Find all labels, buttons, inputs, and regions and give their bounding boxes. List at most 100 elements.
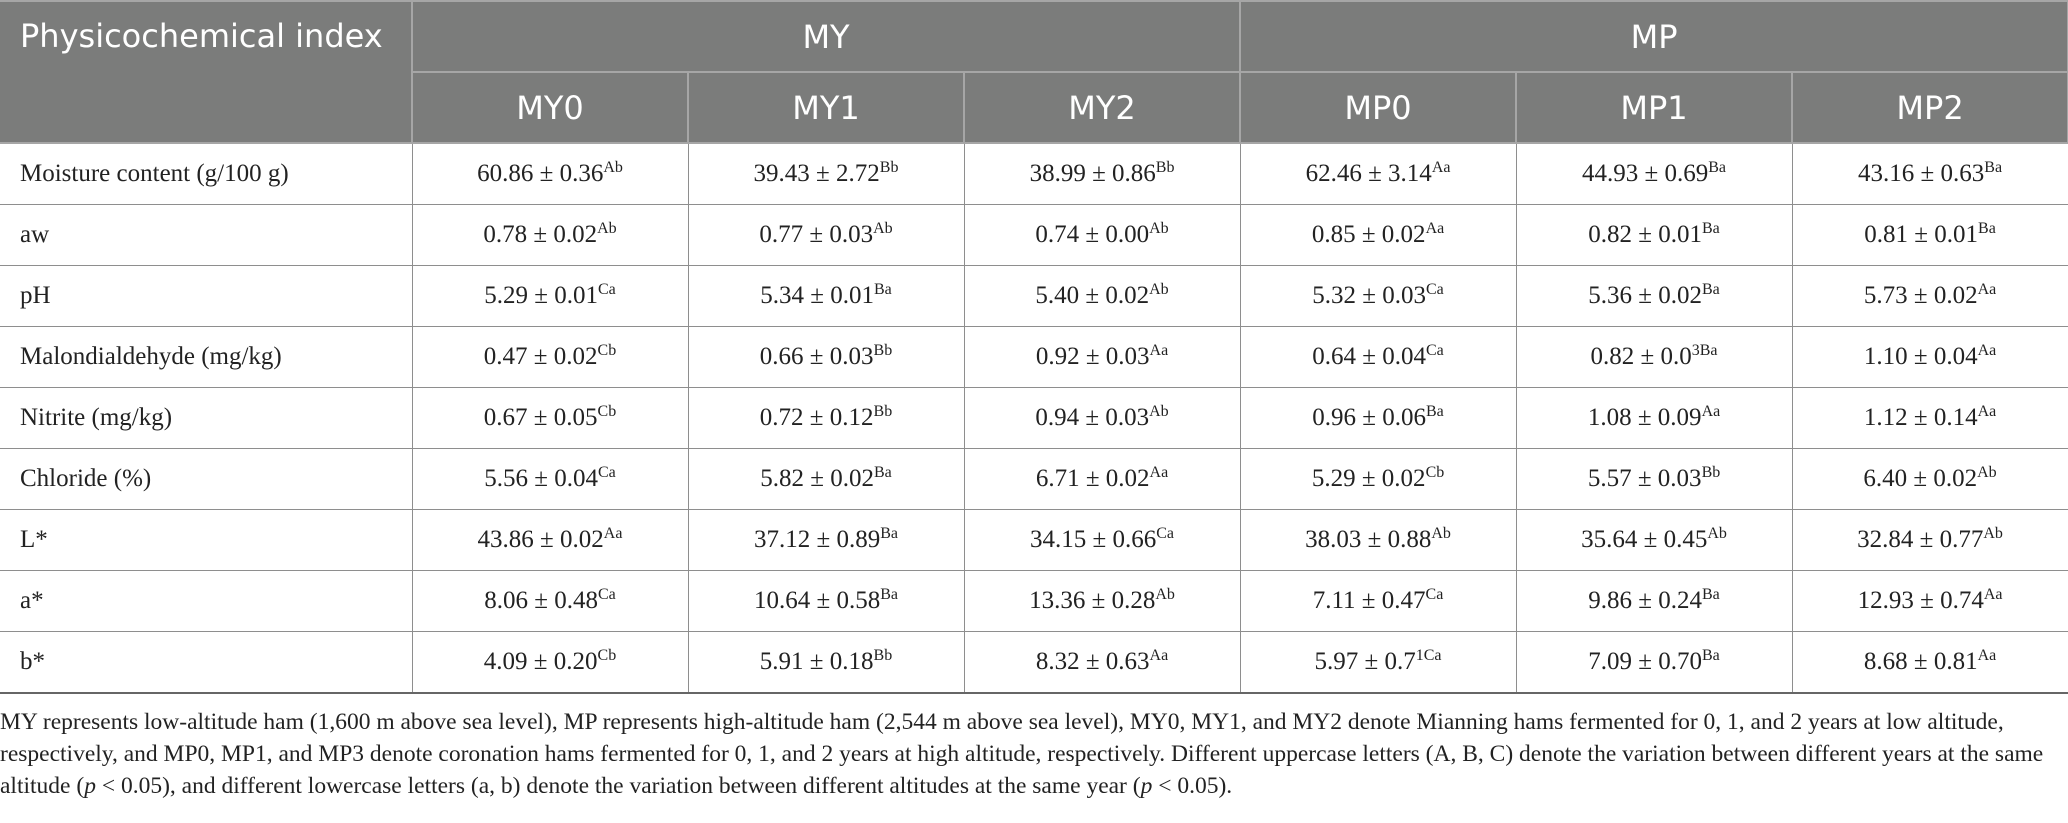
group-header-my: MY	[410, 0, 1242, 73]
cell-value: 12.93 ± 0.74	[1857, 587, 1984, 614]
table-row: a* 8.06 ± 0.48Ca 10.64 ± 0.58Ba 13.36 ± 0.2…	[0, 570, 2068, 632]
table-cell: 32.84 ± 0.77Ab	[1791, 509, 2068, 571]
table-cell: 38.99 ± 0.86Bb	[963, 142, 1241, 205]
cell-value: 0.64 ± 0.04	[1312, 343, 1426, 370]
cell-value: 32.84 ± 0.77	[1857, 526, 1984, 553]
table-cell: 0.77 ± 0.03Ab	[687, 204, 965, 266]
cell-value: 5.73 ± 0.02	[1863, 282, 1978, 309]
significance-letters: Ab	[1977, 464, 1997, 481]
row-label: L*	[0, 509, 413, 571]
table-cell: 1.10 ± 0.04Aa	[1791, 326, 2068, 388]
cell-value: 0.77 ± 0.03	[759, 221, 874, 248]
column-header: MY2	[962, 71, 1242, 144]
cell-value: 62.46 ± 3.14	[1305, 160, 1432, 187]
significance-letters: Aa	[1977, 647, 1997, 664]
cell-value: 0.94 ± 0.03	[1035, 404, 1150, 431]
significance-letters: Ba	[1702, 586, 1720, 603]
table-cell: 0.66 ± 0.03Bb	[687, 326, 965, 388]
cell-value: 0.47 ± 0.02	[483, 343, 598, 370]
cell-value: 5.32 ± 0.03	[1312, 282, 1426, 309]
table-cell: 0.81 ± 0.01Ba	[1791, 204, 2068, 266]
row-label: Nitrite (mg/kg)	[0, 387, 413, 449]
column-header: MP2	[1791, 71, 2068, 144]
cell-value: 5.29 ± 0.01	[484, 282, 598, 309]
significance-letters: Bb	[873, 342, 893, 359]
table-cell: 43.86 ± 0.02Aa	[411, 509, 689, 571]
table-row: Nitrite (mg/kg) 0.67 ± 0.05Cb 0.72 ± 0.12B…	[0, 387, 2068, 449]
significance-letters: Aa	[1149, 464, 1169, 481]
significance-letters: Ca	[597, 586, 616, 603]
table-cell: 0.78 ± 0.02Ab	[411, 204, 689, 266]
table-cell: 37.12 ± 0.89Ba	[687, 509, 965, 571]
significance-letters: Ca	[1425, 586, 1444, 603]
significance-letters: Ba	[873, 464, 892, 481]
significance-letters: Ab	[1707, 525, 1727, 542]
row-label: a*	[0, 570, 413, 632]
significance-letters: Aa	[1977, 281, 1997, 298]
significance-letters: Bb	[879, 159, 899, 176]
cell-value: 0.66 ± 0.03	[759, 343, 874, 370]
cell-value: 7.09 ± 0.70	[1588, 648, 1702, 675]
footnote-text: < 0.05).	[1152, 773, 1233, 799]
table-cell: 6.71 ± 0.02Aa	[963, 448, 1241, 510]
significance-letters: Aa	[1977, 403, 1997, 420]
cell-value: 6.71 ± 0.02	[1035, 465, 1150, 492]
significance-letters: Ab	[1149, 220, 1169, 237]
significance-letters: Ab	[1983, 525, 2003, 542]
cell-value: 43.86 ± 0.02	[477, 526, 604, 553]
cell-value: 13.36 ± 0.28	[1029, 587, 1156, 614]
cell-value: 5.91 ± 0.18	[759, 648, 874, 675]
cell-value: 5.57 ± 0.03	[1587, 465, 1702, 492]
significance-letters: Ab	[1149, 403, 1169, 420]
significance-letters: Ba	[1702, 281, 1720, 298]
cell-value: 0.72 ± 0.12	[759, 404, 874, 431]
table-cell: 0.85 ± 0.02Aa	[1239, 204, 1517, 266]
significance-letters: Aa	[1431, 159, 1451, 176]
table-cell: 5.36 ± 0.02Ba	[1515, 265, 1793, 327]
significance-letters: Ab	[873, 220, 893, 237]
significance-letters: Ab	[597, 220, 617, 237]
significance-letters: Ba	[1702, 220, 1720, 237]
table-cell: 5.32 ± 0.03Ca	[1239, 265, 1517, 327]
table-row: b* 4.09 ± 0.20Cb 5.91 ± 0.18Bb 8.32 ± 0.63A…	[0, 631, 2068, 694]
cell-value: 5.97 ± 0.7	[1314, 648, 1416, 675]
significance-letters: Cb	[597, 342, 617, 359]
table-cell: 62.46 ± 3.14Aa	[1239, 142, 1517, 205]
cell-value: 1.10 ± 0.04	[1863, 343, 1978, 370]
cell-value: 6.40 ± 0.02	[1863, 465, 1978, 492]
significance-letters: Ba	[1702, 647, 1720, 664]
significance-letters: Bb	[1155, 159, 1175, 176]
column-header: MP1	[1515, 71, 1794, 144]
significance-letters: Ca	[1426, 281, 1444, 298]
significance-letters: Aa	[1701, 403, 1721, 420]
significance-letters: Bb	[873, 403, 893, 420]
table-cell: 5.91 ± 0.18Bb	[687, 631, 965, 694]
significance-letters: Ba	[1708, 159, 1727, 176]
table-cell: 13.36 ± 0.28Ab	[963, 570, 1241, 632]
table-row: Malondialdehyde (mg/kg) 0.47 ± 0.02Cb 0.66…	[0, 326, 2068, 388]
cell-value: 0.96 ± 0.06	[1312, 404, 1426, 431]
cell-value: 34.15 ± 0.66	[1030, 526, 1157, 553]
column-header: MP0	[1239, 71, 1518, 144]
table-cell: 5.34 ± 0.01Ba	[687, 265, 965, 327]
cell-value: 7.11 ± 0.47	[1312, 587, 1426, 614]
table-cell: 8.32 ± 0.63Aa	[963, 631, 1241, 694]
cell-value: 8.68 ± 0.81	[1863, 648, 1978, 675]
table-cell: 8.68 ± 0.81Aa	[1791, 631, 2068, 694]
table-row: Chloride (%) 5.56 ± 0.04Ca 5.82 ± 0.02Ba 6.…	[0, 448, 2068, 510]
cell-value: 38.03 ± 0.88	[1305, 526, 1432, 553]
table-header: Physicochemical index MY MP MY0 MY1 MY2 …	[0, 0, 2068, 144]
cell-value: 9.86 ± 0.24	[1588, 587, 1702, 614]
significance-letters: Ab	[1149, 281, 1169, 298]
table-cell: 5.29 ± 0.01Ca	[411, 265, 689, 327]
table-cell: 5.57 ± 0.03Bb	[1515, 448, 1793, 510]
table-cell: 5.29 ± 0.02Cb	[1239, 448, 1517, 510]
cell-value: 0.92 ± 0.03	[1035, 343, 1150, 370]
table-row: Moisture content (g/100 g) 60.86 ± 0.36Ab…	[0, 142, 2068, 205]
table-cell: 39.43 ± 2.72Bb	[687, 142, 965, 205]
significance-letters: Ba	[873, 281, 892, 298]
group-header-mp: MP	[1239, 0, 2068, 73]
footnote-p-symbol: p	[1140, 773, 1153, 799]
table-cell: 34.15 ± 0.66Ca	[963, 509, 1241, 571]
table-cell: 5.73 ± 0.02Aa	[1791, 265, 2068, 327]
